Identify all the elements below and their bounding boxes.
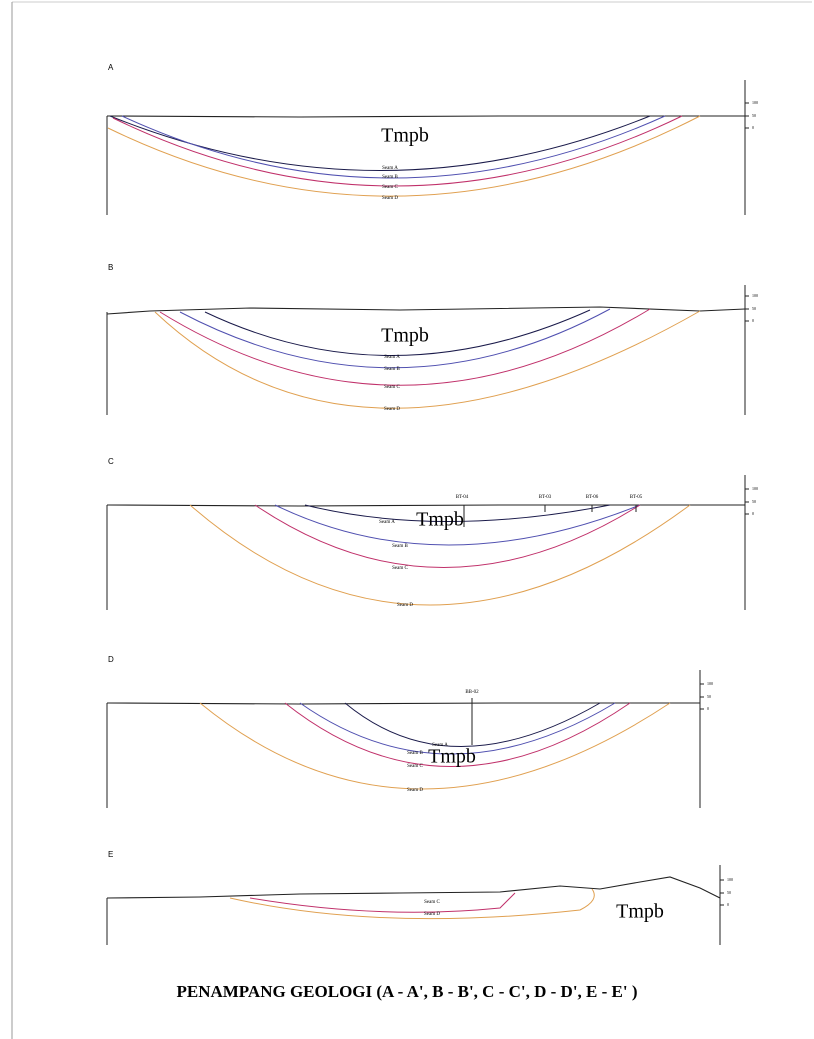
scale-label: 50 [752, 499, 756, 504]
scale-label: 0 [707, 706, 709, 711]
seam-label: Seam D [407, 788, 423, 793]
section-c [106, 475, 746, 610]
seam-label: Seam B [382, 175, 398, 180]
scale-label: 0 [752, 125, 754, 130]
borehole-label: BT-04 [456, 495, 469, 500]
formation-label: Tmpb [416, 509, 464, 531]
section-label: D [108, 655, 114, 664]
seam-label: Seam D [397, 603, 413, 608]
seam-label: Seam D [382, 196, 398, 201]
section-b [106, 285, 746, 415]
scale-label: 100 [752, 486, 758, 491]
formation-label: Tmpb [381, 125, 429, 147]
scale-label: 100 [752, 293, 758, 298]
scale-label: 100 [727, 877, 733, 882]
section-label: A [108, 63, 114, 72]
seam-label: Seam C [382, 185, 398, 190]
seam-label: Seam C [407, 764, 423, 769]
borehole-label: BT-06 [586, 495, 599, 500]
scale-label: 100 [752, 100, 758, 105]
scale-label: 50 [727, 890, 731, 895]
seam-label: Seam A [432, 743, 448, 748]
seam-label: Seam B [407, 751, 423, 756]
formation-label: Tmpb [428, 746, 476, 768]
scale-label: 50 [752, 113, 756, 118]
scale-label: 0 [727, 902, 729, 907]
formation-label: Tmpb [616, 901, 664, 923]
section-label: C [108, 457, 114, 466]
scale-label: 0 [752, 511, 754, 516]
seam-label: Seam D [384, 407, 400, 412]
seam-label: Seam A [382, 166, 398, 171]
seam-label: Seam B [392, 544, 408, 549]
scale-label: 50 [707, 694, 711, 699]
seam-label: Seam C [392, 566, 408, 571]
borehole-label: BT-03 [539, 495, 552, 500]
section-d [106, 670, 701, 808]
seam-label: Seam C [384, 385, 400, 390]
page-title: PENAMPANG GEOLOGI (A - A', B - B', C - C… [176, 982, 637, 1001]
formation-label: Tmpb [381, 325, 429, 347]
scale-label: 100 [707, 681, 713, 686]
seam-label: Seam A [384, 355, 400, 360]
section-a [106, 80, 746, 215]
section-label: E [108, 850, 113, 859]
borehole-label: BB-02 [465, 690, 479, 695]
seam-label: Seam C [424, 900, 440, 905]
seam-label: Seam D [424, 912, 440, 917]
borehole-label: BT-05 [630, 495, 643, 500]
scale-label: 50 [752, 306, 756, 311]
scale-label: 0 [752, 318, 754, 323]
seam-label: Seam B [384, 367, 400, 372]
seam-label: Seam A [379, 520, 395, 525]
section-label: B [108, 263, 113, 272]
